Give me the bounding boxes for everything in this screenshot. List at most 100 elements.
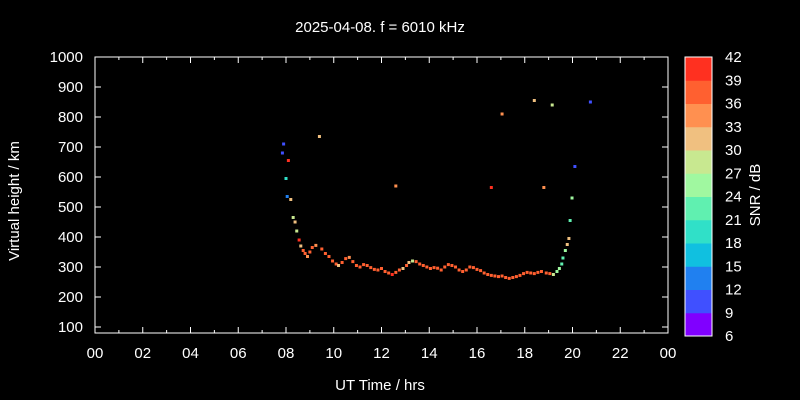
data-point xyxy=(297,238,301,242)
x-tick-label: 20 xyxy=(564,345,581,362)
colorbar-tick-label: 42 xyxy=(725,49,742,66)
y-tick-label: 100 xyxy=(58,319,83,336)
data-point xyxy=(565,243,569,246)
colorbar-tick-label: 9 xyxy=(725,305,733,322)
colorbar-segment xyxy=(685,80,712,104)
data-point xyxy=(446,263,450,267)
data-point xyxy=(432,266,436,270)
data-point xyxy=(372,267,376,271)
data-point xyxy=(542,186,546,189)
data-point xyxy=(439,268,443,272)
data-point xyxy=(301,249,305,252)
data-point xyxy=(482,271,486,275)
data-point xyxy=(383,270,387,273)
data-point xyxy=(293,220,297,224)
colorbar-tick-label: 12 xyxy=(725,282,742,299)
colorbar-tick-label: 18 xyxy=(725,235,742,252)
y-tick-label: 800 xyxy=(58,109,83,126)
x-tick-label: 04 xyxy=(182,345,199,362)
y-tick-label: 700 xyxy=(58,139,83,156)
data-point xyxy=(380,267,383,270)
colorbar-tick-label: 21 xyxy=(725,212,742,229)
data-point xyxy=(414,260,418,264)
colorbar-segment xyxy=(685,173,712,197)
data-point xyxy=(511,276,515,279)
data-point xyxy=(443,265,447,269)
data-point xyxy=(323,252,327,255)
data-point xyxy=(489,273,493,277)
y-tick-label: 1000 xyxy=(50,49,83,66)
data-point xyxy=(479,269,483,273)
data-point xyxy=(522,272,526,276)
data-point xyxy=(450,264,454,267)
data-point xyxy=(532,272,536,276)
data-point xyxy=(401,267,405,270)
data-point xyxy=(344,257,348,261)
colorbar-tick-label: 15 xyxy=(725,258,742,275)
colorbar-label: SNR / dB xyxy=(747,164,764,227)
data-point xyxy=(457,268,461,272)
colorbar-tick-label: 30 xyxy=(725,142,742,159)
data-point xyxy=(284,177,288,180)
data-point xyxy=(376,268,380,272)
data-point xyxy=(563,249,567,252)
data-point xyxy=(320,247,324,251)
data-point xyxy=(536,270,540,274)
data-point xyxy=(588,100,592,104)
data-point xyxy=(539,270,543,273)
data-point xyxy=(544,271,548,275)
data-point xyxy=(461,270,465,273)
data-point xyxy=(310,246,314,249)
colorbar-tick-label: 36 xyxy=(725,96,742,113)
data-point xyxy=(493,274,497,278)
data-point xyxy=(365,264,369,267)
data-point xyxy=(475,267,479,271)
data-point xyxy=(551,273,555,276)
data-point xyxy=(305,255,309,258)
y-tick-label: 400 xyxy=(58,229,83,246)
colorbar-segment xyxy=(685,103,712,128)
x-tick-label: 14 xyxy=(421,345,438,362)
data-point xyxy=(550,103,554,107)
data-point xyxy=(496,275,500,279)
x-tick-label: 00 xyxy=(660,345,677,362)
colorbar-tick-label: 6 xyxy=(725,328,733,345)
data-point xyxy=(387,271,391,275)
data-point xyxy=(471,266,475,270)
data-point xyxy=(289,198,293,201)
data-point xyxy=(299,244,303,248)
data-point xyxy=(340,261,344,264)
x-tick-label: 18 xyxy=(516,345,533,362)
data-point xyxy=(314,243,318,247)
data-point xyxy=(489,186,493,189)
y-axis-label: Virtual height / km xyxy=(6,141,23,261)
data-point xyxy=(421,264,425,267)
x-tick-label: 06 xyxy=(230,345,247,362)
colorbar-segment xyxy=(685,126,712,151)
colorbar-segment xyxy=(685,57,712,81)
data-point xyxy=(280,151,284,155)
colorbar-segment xyxy=(685,219,712,244)
data-point xyxy=(327,255,331,258)
y-tick-label: 200 xyxy=(58,289,83,306)
data-point xyxy=(464,268,468,272)
colorbar-frame xyxy=(684,56,713,337)
data-point xyxy=(548,272,552,276)
y-tick-label: 500 xyxy=(58,199,83,216)
colorbar-tick-label: 39 xyxy=(725,72,742,89)
colorbar-segment xyxy=(685,289,712,314)
data-point xyxy=(282,142,286,146)
y-tick-label: 600 xyxy=(58,169,83,186)
y-tick-label: 900 xyxy=(58,79,83,96)
data-point xyxy=(514,275,518,279)
chart-title: 2025-04-08. f = 6010 kHz xyxy=(295,19,465,36)
data-point xyxy=(286,159,290,162)
data-point xyxy=(500,112,504,116)
data-point xyxy=(518,273,522,277)
data-point xyxy=(351,260,355,264)
data-point xyxy=(454,265,458,269)
x-tick-label: 10 xyxy=(325,345,342,362)
colorbar-segment xyxy=(685,312,712,337)
data-point xyxy=(407,261,411,264)
